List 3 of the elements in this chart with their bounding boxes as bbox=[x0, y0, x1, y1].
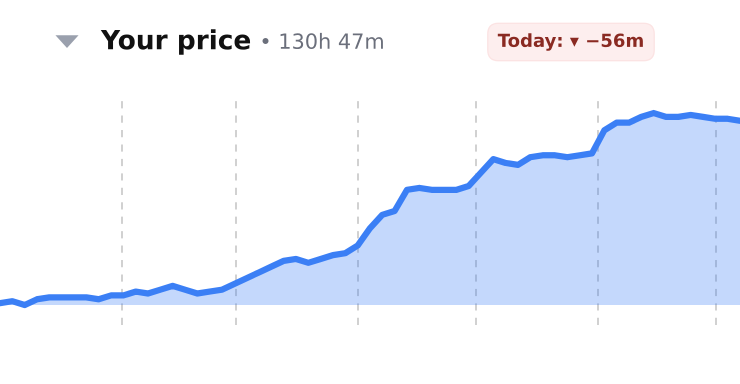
chart-subtitle: • 130h 47m bbox=[262, 32, 383, 50]
text: Today: ▾ −56m bbox=[498, 33, 643, 51]
chart-title: Your price bbox=[100, 29, 250, 55]
